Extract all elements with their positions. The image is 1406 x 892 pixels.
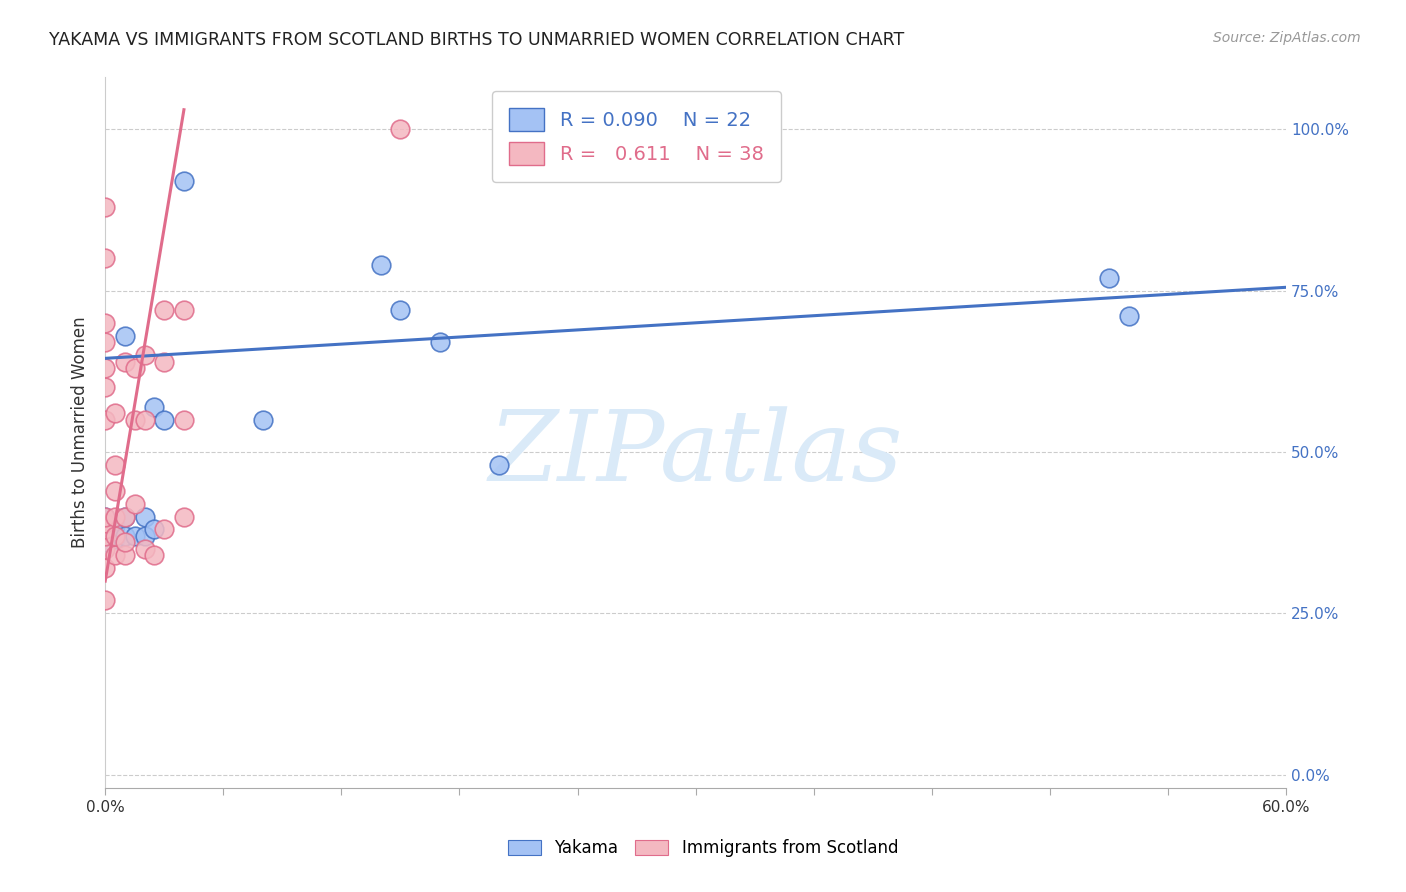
Point — [173, 412, 195, 426]
Point — [94, 200, 117, 214]
Point — [429, 335, 451, 350]
Point — [114, 529, 136, 543]
Point — [134, 509, 156, 524]
Point — [114, 535, 136, 549]
Point — [124, 497, 146, 511]
Point — [114, 509, 136, 524]
Point — [94, 593, 117, 607]
Point — [1118, 310, 1140, 324]
Point — [124, 412, 146, 426]
Point — [94, 412, 117, 426]
Point — [114, 549, 136, 563]
Point — [173, 302, 195, 317]
Point — [94, 529, 117, 543]
Text: ZIPatlas: ZIPatlas — [488, 406, 903, 501]
Point — [134, 412, 156, 426]
Point — [1098, 270, 1121, 285]
Point — [134, 348, 156, 362]
Point — [94, 316, 117, 330]
Point — [389, 302, 412, 317]
Point — [104, 519, 127, 533]
Point — [94, 252, 117, 266]
Point — [104, 532, 127, 546]
Point — [143, 400, 166, 414]
Point — [114, 328, 136, 343]
Point — [94, 535, 117, 549]
Point — [153, 302, 176, 317]
Point — [124, 529, 146, 543]
Point — [134, 529, 156, 543]
Point — [173, 509, 195, 524]
Point — [104, 483, 127, 498]
Point — [104, 406, 127, 420]
Point — [488, 458, 510, 472]
Point — [134, 541, 156, 556]
Point — [143, 523, 166, 537]
Point — [153, 523, 176, 537]
Point — [104, 458, 127, 472]
Point — [94, 361, 117, 376]
Point — [252, 412, 274, 426]
Point — [94, 335, 117, 350]
Point — [104, 529, 127, 543]
Point — [94, 509, 117, 524]
Legend: Yakama, Immigrants from Scotland: Yakama, Immigrants from Scotland — [501, 833, 905, 864]
Point — [153, 354, 176, 368]
Point — [173, 174, 195, 188]
Point — [153, 412, 176, 426]
Text: YAKAMA VS IMMIGRANTS FROM SCOTLAND BIRTHS TO UNMARRIED WOMEN CORRELATION CHART: YAKAMA VS IMMIGRANTS FROM SCOTLAND BIRTH… — [49, 31, 904, 49]
Point — [94, 561, 117, 575]
Point — [104, 549, 127, 563]
Point — [94, 509, 117, 524]
Point — [104, 509, 127, 524]
Point — [94, 523, 117, 537]
Legend: R = 0.090    N = 22, R =   0.611    N = 38: R = 0.090 N = 22, R = 0.611 N = 38 — [492, 91, 782, 182]
Point — [114, 509, 136, 524]
Point — [94, 541, 117, 556]
Point — [94, 523, 117, 537]
Point — [389, 122, 412, 136]
Point — [94, 516, 117, 530]
Point — [114, 354, 136, 368]
Point — [370, 258, 392, 272]
Point — [143, 549, 166, 563]
Y-axis label: Births to Unmarried Women: Births to Unmarried Women — [72, 317, 89, 549]
Point — [124, 361, 146, 376]
Text: Source: ZipAtlas.com: Source: ZipAtlas.com — [1213, 31, 1361, 45]
Point — [94, 380, 117, 394]
